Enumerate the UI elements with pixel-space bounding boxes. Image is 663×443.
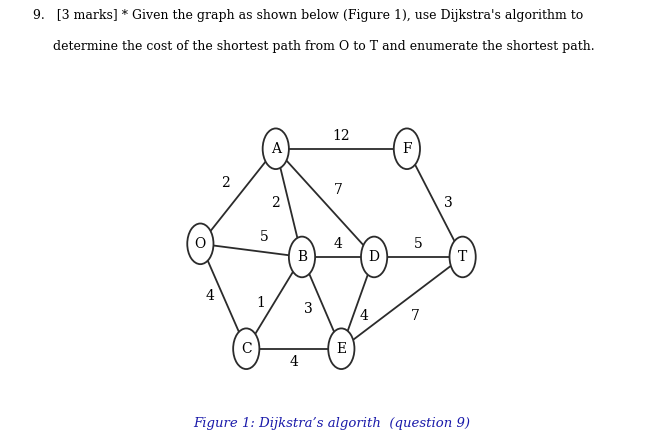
Text: 5: 5 <box>260 230 269 244</box>
Ellipse shape <box>361 237 387 277</box>
Ellipse shape <box>233 328 259 369</box>
Text: 9.   [3 marks] * Given the graph as shown below (Figure 1), use Dijkstra's algor: 9. [3 marks] * Given the graph as shown … <box>33 9 583 22</box>
Ellipse shape <box>328 328 355 369</box>
Text: 2: 2 <box>221 176 229 190</box>
Ellipse shape <box>394 128 420 169</box>
Text: F: F <box>402 142 412 156</box>
Text: A: A <box>271 142 280 156</box>
Text: 7: 7 <box>410 309 420 323</box>
Text: O: O <box>195 237 206 251</box>
Text: 1: 1 <box>257 296 265 310</box>
Text: 12: 12 <box>333 128 350 143</box>
Ellipse shape <box>289 237 315 277</box>
Text: determine the cost of the shortest path from O to T and enumerate the shortest p: determine the cost of the shortest path … <box>33 40 595 53</box>
Text: 4: 4 <box>360 309 369 323</box>
Text: C: C <box>241 342 251 356</box>
Text: 2: 2 <box>271 196 280 210</box>
Text: 4: 4 <box>333 237 343 251</box>
Text: T: T <box>458 250 467 264</box>
Text: E: E <box>336 342 346 356</box>
Ellipse shape <box>450 237 476 277</box>
Text: 7: 7 <box>333 183 343 197</box>
Ellipse shape <box>187 224 213 264</box>
Text: 3: 3 <box>304 303 313 316</box>
Text: 3: 3 <box>444 196 452 210</box>
Text: 5: 5 <box>414 237 423 251</box>
Text: 4: 4 <box>289 355 298 369</box>
Ellipse shape <box>263 128 289 169</box>
Text: D: D <box>369 250 380 264</box>
Text: 4: 4 <box>206 289 215 303</box>
Text: Figure 1: Dijkstra’s algorith  (question 9): Figure 1: Dijkstra’s algorith (question … <box>193 417 470 430</box>
Text: B: B <box>297 250 307 264</box>
